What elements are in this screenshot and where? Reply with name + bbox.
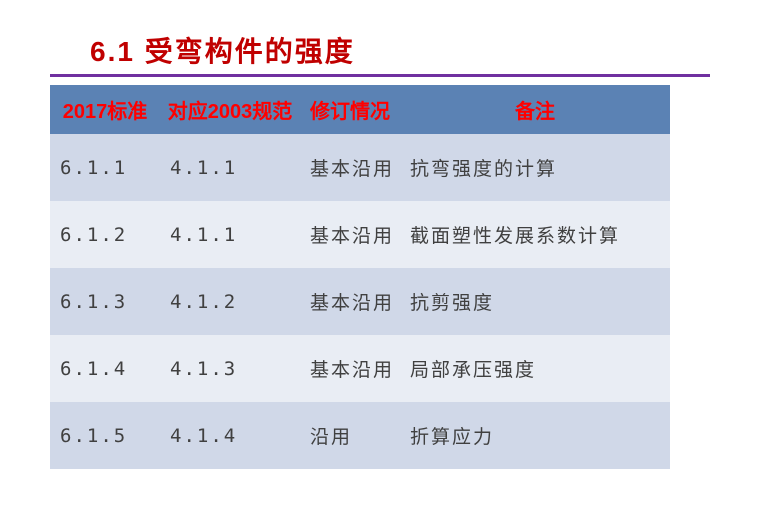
table-cell: 折算应力 xyxy=(400,402,670,469)
table-row: 6.1.54.1.4沿用折算应力 xyxy=(50,402,670,469)
col-header-3: 备注 xyxy=(400,85,670,134)
table-row: 6.1.14.1.1基本沿用抗弯强度的计算 xyxy=(50,134,670,201)
col-header-2: 修订情况 xyxy=(300,85,400,134)
table-cell: 局部承压强度 xyxy=(400,335,670,402)
table-cell: 6.1.5 xyxy=(50,402,160,469)
table-cell: 4.1.1 xyxy=(160,201,300,268)
table-row: 6.1.44.1.3基本沿用局部承压强度 xyxy=(50,335,670,402)
table-cell: 基本沿用 xyxy=(300,335,400,402)
table-row: 6.1.24.1.1基本沿用截面塑性发展系数计算 xyxy=(50,201,670,268)
table-cell: 抗剪强度 xyxy=(400,268,670,335)
table-cell: 基本沿用 xyxy=(300,201,400,268)
comparison-table: 2017标准 对应2003规范 修订情况 备注 6.1.14.1.1基本沿用抗弯… xyxy=(50,85,670,469)
table-head: 2017标准 对应2003规范 修订情况 备注 xyxy=(50,85,670,134)
table-cell: 6.1.2 xyxy=(50,201,160,268)
table-row: 6.1.34.1.2基本沿用抗剪强度 xyxy=(50,268,670,335)
table-cell: 沿用 xyxy=(300,402,400,469)
table-header-row: 2017标准 对应2003规范 修订情况 备注 xyxy=(50,85,670,134)
table-cell: 6.1.1 xyxy=(50,134,160,201)
page-title: 6.1 受弯构件的强度 xyxy=(90,30,710,70)
col-header-1: 对应2003规范 xyxy=(160,85,300,134)
table-cell: 4.1.2 xyxy=(160,268,300,335)
table-cell: 6.1.4 xyxy=(50,335,160,402)
table-cell: 6.1.3 xyxy=(50,268,160,335)
col-header-0: 2017标准 xyxy=(50,85,160,134)
table-cell: 4.1.1 xyxy=(160,134,300,201)
table-cell: 截面塑性发展系数计算 xyxy=(400,201,670,268)
table-cell: 4.1.4 xyxy=(160,402,300,469)
table-body: 6.1.14.1.1基本沿用抗弯强度的计算6.1.24.1.1基本沿用截面塑性发… xyxy=(50,134,670,469)
table-cell: 基本沿用 xyxy=(300,268,400,335)
title-block: 6.1 受弯构件的强度 xyxy=(50,30,710,77)
table-cell: 抗弯强度的计算 xyxy=(400,134,670,201)
title-divider xyxy=(50,74,710,77)
table-cell: 4.1.3 xyxy=(160,335,300,402)
table-cell: 基本沿用 xyxy=(300,134,400,201)
